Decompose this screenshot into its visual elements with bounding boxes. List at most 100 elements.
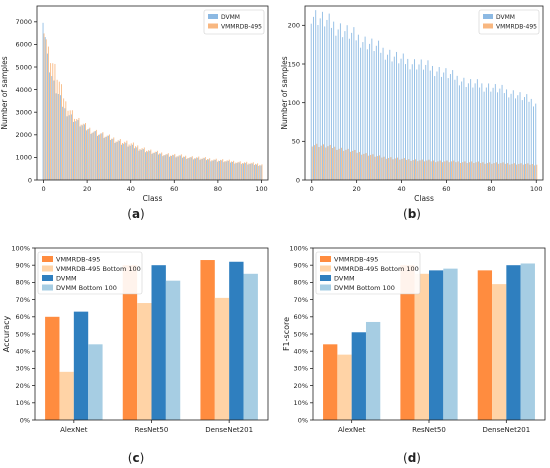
bar-vmmrdb-495-class-20 xyxy=(87,129,89,180)
legend-label: DVMM Bottom 100 xyxy=(334,284,395,292)
panel-a-sample-distribution: 0 20 40 60 80 1000100020003000400050006000700… xyxy=(0,5,269,203)
bar-vmmrdb-495-class-7 xyxy=(58,81,60,180)
bar-dvmm-class-71 xyxy=(197,157,199,180)
bar-vmmrdb-495-class-55 xyxy=(163,155,165,180)
bar-vmmrdb-495-class-45 xyxy=(141,148,143,180)
bar-vmmrdb-495-class-41 xyxy=(132,142,134,180)
bar-vmmrdb-495-class-77 xyxy=(484,163,486,180)
bar-vmmrdb-495-class-35 xyxy=(119,139,121,180)
bar-vmmrdb-495-class-39 xyxy=(128,144,130,180)
bar-vmmrdb-495-class-48 xyxy=(419,160,421,180)
x-tick-label: 100 xyxy=(255,185,267,193)
bar-vmmrdb-495-class-18 xyxy=(82,123,84,180)
bar-vmmrdb-495-class-35 xyxy=(390,157,392,180)
bar-dvmm-class-35 xyxy=(389,49,391,181)
bar-vmmrdb-495-class-76 xyxy=(209,158,211,180)
bar-vmmrdb-495-class-100 xyxy=(536,164,538,180)
bar-dvmm-class-77 xyxy=(483,91,485,180)
bar-dvmm-class-13 xyxy=(339,23,341,181)
bar-dvmm-class-14 xyxy=(342,37,344,180)
bar-vmmrdb-495-class-47 xyxy=(146,150,147,180)
bar-dvmm-class-10 xyxy=(333,21,335,180)
bar-dvmm-class-26 xyxy=(99,134,101,180)
bar-dvmm-class-12 xyxy=(68,115,70,180)
bar-dvmm-class-96 xyxy=(526,94,528,180)
bar-vmmrdb-495-class-78 xyxy=(213,159,215,180)
bar-dvmm-class-51 xyxy=(153,152,155,180)
bar-vmmrdb-495-class-95 xyxy=(525,163,527,180)
bar-dvmm-class-29 xyxy=(375,45,377,180)
bar-vmmrdb-495-class-87 xyxy=(507,163,509,180)
bar-vmmrdb-495-class-8 xyxy=(329,144,331,180)
y-tick-label: 4000 xyxy=(15,86,32,94)
bar-vmmrdb-495-class-3 xyxy=(50,63,52,180)
bar-vmmrdb-495-class-40 xyxy=(130,143,132,180)
bar-vmmrdb-495-class-66 xyxy=(459,162,461,180)
y-tick-label: 80% xyxy=(16,279,30,287)
bar-dvmm-class-80 xyxy=(490,91,492,180)
bar-dvmm-class-21 xyxy=(88,128,90,180)
bar-vmmrdb-495-class-75 xyxy=(480,163,482,180)
bar-dvmm-class-63 xyxy=(452,70,454,180)
bar-densenet201-series-3 xyxy=(520,263,535,420)
bar-dvmm-class-91 xyxy=(515,98,517,180)
caption-c: (c) xyxy=(128,451,145,465)
bar-dvmm-class-25 xyxy=(366,49,368,181)
y-axis-label: Number of samples xyxy=(0,56,9,129)
bar-vmmrdb-495-class-31 xyxy=(111,138,113,180)
bar-dvmm-class-77 xyxy=(210,161,212,180)
bar-dvmm-class-4 xyxy=(51,76,53,180)
y-tick-label: 10% xyxy=(16,399,30,407)
legend-swatch xyxy=(320,265,331,272)
category-label: ResNet50 xyxy=(412,426,446,434)
bar-dvmm-class-54 xyxy=(431,65,433,180)
bar-dvmm-class-11 xyxy=(66,116,68,180)
bar-dvmm-class-24 xyxy=(94,131,96,180)
legend-swatch xyxy=(320,256,331,262)
legend-swatch xyxy=(208,14,218,19)
axes-frame xyxy=(36,5,269,181)
bar-vmmrdb-495-class-6 xyxy=(56,79,58,180)
bar-dvmm-class-78 xyxy=(485,87,487,180)
category-label: AlexNet xyxy=(60,426,88,434)
bar-dvmm-class-34 xyxy=(116,141,118,180)
y-axis-label: Accuracy xyxy=(2,315,11,352)
legend-box xyxy=(315,251,421,295)
bar-dvmm-class-90 xyxy=(512,90,514,180)
bar-vmmrdb-495-class-24 xyxy=(365,153,367,180)
bar-vmmrdb-495-class-30 xyxy=(108,134,110,180)
bar-dvmm-class-50 xyxy=(151,153,153,180)
y-tick-label: 100% xyxy=(289,244,308,252)
bar-dvmm-class-0 xyxy=(42,22,44,180)
bar-vmmrdb-495-class-22 xyxy=(361,154,363,180)
bar-vmmrdb-495-class-26 xyxy=(370,154,372,180)
bar-dvmm-class-49 xyxy=(420,59,422,180)
bar-vmmrdb-495-class-90 xyxy=(239,161,241,180)
bar-alexnet-series-2 xyxy=(73,311,89,420)
bar-vmmrdb-495-class-62 xyxy=(178,155,180,180)
bar-dvmm-class-82 xyxy=(494,84,496,180)
bar-vmmrdb-495-class-59 xyxy=(444,161,446,180)
bar-dvmm-class-76 xyxy=(208,159,210,180)
bar-dvmm-class-49 xyxy=(149,150,151,180)
bar-vmmrdb-495-class-50 xyxy=(424,161,425,180)
legend-label: DVMM xyxy=(56,275,77,283)
bar-vmmrdb-495-class-60 xyxy=(174,153,176,180)
bar-dvmm-class-98 xyxy=(530,98,532,180)
bar-vmmrdb-495-class-4 xyxy=(320,145,322,180)
bar-dvmm-class-48 xyxy=(147,151,149,180)
bar-dvmm-class-61 xyxy=(447,78,449,180)
panel-b-sample-distribution: 0 20 40 60 80 100 0 50 100 150 200 Class Number of s… xyxy=(280,5,544,203)
bar-dvmm-class-61 xyxy=(175,157,177,180)
bar-dvmm-class-47 xyxy=(416,69,418,180)
bar-dvmm-class-80 xyxy=(216,161,218,180)
bar-dvmm-class-18 xyxy=(351,32,353,180)
x-tick-label: 0 xyxy=(41,185,45,193)
bar-dvmm-class-20 xyxy=(355,40,357,181)
bar-dvmm-class-73 xyxy=(201,158,203,180)
x-tick-label: 20 xyxy=(83,185,91,193)
bar-vmmrdb-495-class-13 xyxy=(71,110,73,180)
x-tick-label: 60 xyxy=(442,185,450,193)
bar-vmmrdb-495-class-19 xyxy=(354,149,356,180)
bar-densenet201-series-2 xyxy=(229,261,244,420)
